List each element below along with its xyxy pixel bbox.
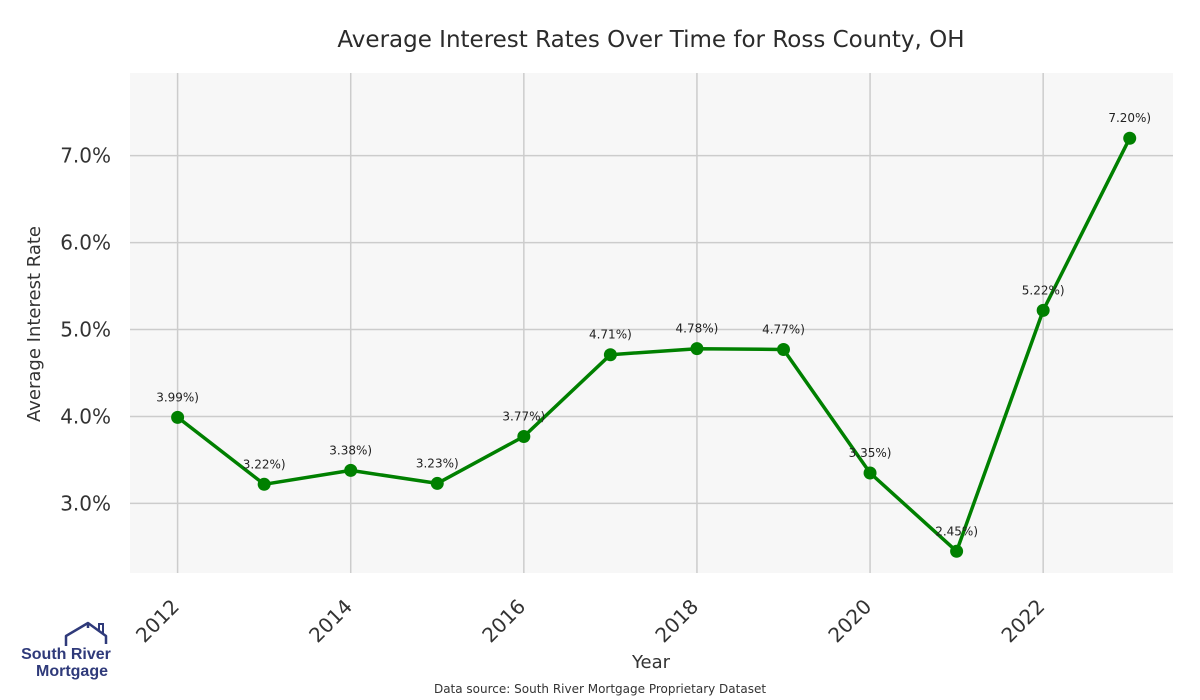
- data-label: 3.35%): [849, 446, 892, 460]
- data-point: [1123, 131, 1137, 145]
- data-point: [1036, 303, 1050, 317]
- y-axis-label: Average Interest Rate: [24, 226, 45, 422]
- series-interest-rate: 3.99%) 3.22%) 3.38%) 3.23%) 3.77%) 4.71%) 4.78…: [156, 111, 1151, 558]
- x-tick-label: 2016: [477, 594, 530, 647]
- data-point: [863, 466, 877, 480]
- data-point: [517, 429, 531, 443]
- data-label: 3.22%): [243, 457, 286, 471]
- x-axis-label: Year: [631, 652, 671, 673]
- data-label: 3.77%): [502, 409, 545, 423]
- y-tick-label: 7.0%: [60, 144, 111, 168]
- data-point: [344, 463, 358, 477]
- data-point: [430, 476, 444, 490]
- data-label: 3.23%): [416, 456, 459, 470]
- x-tick-label: 2012: [131, 594, 184, 647]
- data-point: [950, 544, 964, 558]
- data-label: 2.45%): [935, 524, 978, 538]
- data-label: 4.78%): [676, 322, 719, 336]
- x-tick-label: 2014: [304, 594, 357, 647]
- y-tick-label: 3.0%: [60, 491, 111, 515]
- logo-line-2: Mortgage: [36, 663, 108, 680]
- data-source-note: Data source: South River Mortgage Propri…: [434, 682, 766, 696]
- y-tick-label: 4.0%: [60, 404, 111, 428]
- data-label: 7.20%): [1108, 111, 1151, 125]
- x-tick-label: 2018: [650, 594, 703, 647]
- chart-title: Average Interest Rates Over Time for Ros…: [337, 27, 964, 53]
- data-label: 3.99%): [156, 390, 199, 404]
- y-tick-label: 5.0%: [60, 318, 111, 342]
- x-axis-ticks: 2012 2014 2016 2018 2020 2022: [131, 594, 1050, 647]
- data-label: 4.77%): [762, 323, 805, 337]
- house-chimney-icon: [98, 623, 104, 633]
- data-point: [690, 342, 704, 356]
- logo-line-1: South River: [21, 646, 111, 663]
- south-river-logo: South River Mortgage: [21, 621, 111, 680]
- data-label: 4.71%): [589, 328, 632, 342]
- x-tick-label: 2022: [996, 594, 1049, 647]
- data-label: 3.38%): [329, 443, 372, 457]
- data-point: [603, 348, 617, 362]
- house-roof-icon: [64, 621, 108, 646]
- data-label: 5.22%): [1022, 283, 1065, 297]
- data-point: [776, 343, 790, 357]
- grid-lines: [130, 73, 1173, 573]
- plot-area: [130, 73, 1173, 573]
- y-axis-ticks: 3.0% 4.0% 5.0% 6.0% 7.0%: [60, 144, 111, 516]
- x-tick-label: 2020: [823, 594, 876, 647]
- y-tick-label: 6.0%: [60, 231, 111, 255]
- data-point: [257, 477, 271, 491]
- series-line: [176, 137, 1132, 554]
- data-point: [171, 410, 185, 424]
